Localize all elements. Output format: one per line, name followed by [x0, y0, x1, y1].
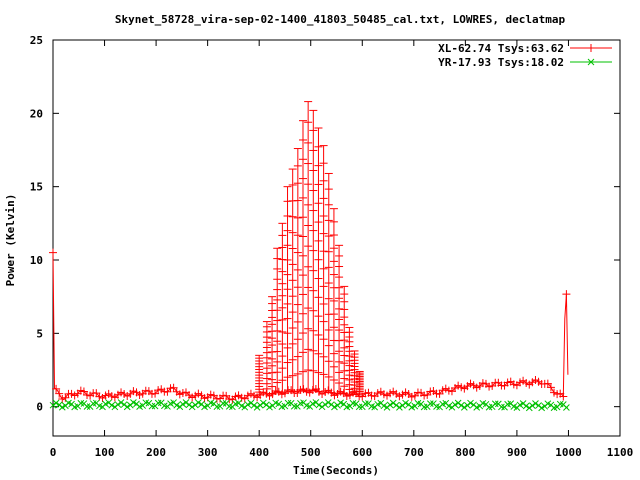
point-marker	[114, 401, 122, 408]
point-marker	[464, 401, 471, 409]
legend-label-yr: YR-17.93 Tsys:18.02	[438, 56, 564, 69]
point-marker	[259, 399, 267, 407]
point-marker	[52, 384, 61, 393]
x-tick-label: 400	[249, 446, 269, 459]
point-marker	[392, 401, 400, 409]
point-marker	[179, 400, 187, 408]
x-tick-label: 1100	[607, 446, 634, 459]
series-xl	[49, 101, 571, 404]
point-marker	[426, 400, 434, 407]
point-marker	[250, 402, 258, 409]
point-marker	[195, 399, 202, 406]
point-marker	[52, 399, 60, 407]
point-marker	[563, 404, 570, 411]
point-marker	[457, 402, 465, 409]
x-axis-label: Time(Seconds)	[293, 464, 379, 477]
point-marker	[49, 401, 57, 409]
x-tick-label: 800	[455, 446, 475, 459]
y-tick-label: 25	[30, 34, 43, 47]
x-tick-label: 500	[301, 446, 321, 459]
x-axis-ticks: 0 100 200 300 400 500 600 700 800 900 1000 1100	[50, 40, 634, 459]
point-marker	[148, 402, 156, 410]
x-tick-label: 600	[352, 446, 372, 459]
plot-area	[52, 39, 621, 437]
point-marker	[396, 404, 403, 411]
y-axis-label: Power (Kelvin)	[4, 194, 17, 287]
point-marker	[386, 401, 394, 409]
point-marker	[522, 402, 530, 410]
point-marker	[182, 399, 190, 406]
point-marker	[49, 248, 57, 257]
y-tick-label: 20	[30, 107, 43, 120]
point-marker	[290, 402, 298, 410]
point-marker	[253, 404, 261, 411]
point-marker	[460, 404, 468, 411]
y-tick-label: 5	[36, 327, 43, 340]
x-tick-label: 100	[95, 446, 115, 459]
point-marker	[219, 399, 227, 407]
point-marker	[331, 403, 338, 411]
point-marker	[188, 403, 196, 411]
point-marker	[467, 399, 474, 407]
point-marker	[525, 404, 533, 412]
chart-title: Skynet_58728_vira-sep-02-1400_41803_5048…	[115, 13, 566, 26]
point-marker	[532, 400, 539, 407]
series-yr	[49, 399, 570, 412]
point-marker	[355, 403, 363, 411]
y-tick-label: 0	[36, 401, 43, 414]
point-marker	[123, 403, 131, 411]
x-tick-label: 1000	[555, 446, 582, 459]
point-marker	[546, 383, 555, 392]
point-marker	[321, 401, 329, 408]
point-marker	[185, 401, 193, 409]
x-tick-label: 200	[146, 446, 166, 459]
point-marker	[389, 399, 397, 407]
legend-marker-yr	[587, 58, 595, 66]
series-line	[52, 252, 569, 401]
point-marker	[117, 399, 125, 406]
point-marker	[111, 403, 119, 411]
y-tick-label: 10	[30, 254, 43, 267]
point-marker	[315, 401, 323, 409]
point-marker	[108, 401, 116, 409]
x-tick-label: 900	[507, 446, 527, 459]
point-marker	[451, 401, 459, 409]
x-tick-label: 300	[198, 446, 218, 459]
x-tick-label: 0	[50, 446, 57, 459]
point-marker	[324, 399, 332, 406]
x-tick-label: 700	[404, 446, 424, 459]
point-marker	[562, 290, 571, 299]
point-marker	[256, 401, 264, 409]
point-marker	[491, 400, 499, 408]
point-marker	[318, 403, 326, 411]
legend-label-xl: XL-62.74 Tsys:63.62	[438, 42, 564, 55]
point-marker	[120, 401, 128, 408]
point-marker	[529, 402, 536, 409]
point-marker	[454, 399, 462, 407]
legend: XL-62.74 Tsys:63.62 YR-17.93 Tsys:18.02	[438, 42, 612, 69]
y-tick-label: 15	[30, 181, 43, 194]
point-marker	[559, 392, 568, 401]
legend-marker-xl	[587, 44, 595, 52]
point-marker	[55, 389, 64, 398]
y-axis-ticks: 0 5 10 15 20 25	[30, 34, 620, 414]
point-marker	[83, 403, 91, 410]
